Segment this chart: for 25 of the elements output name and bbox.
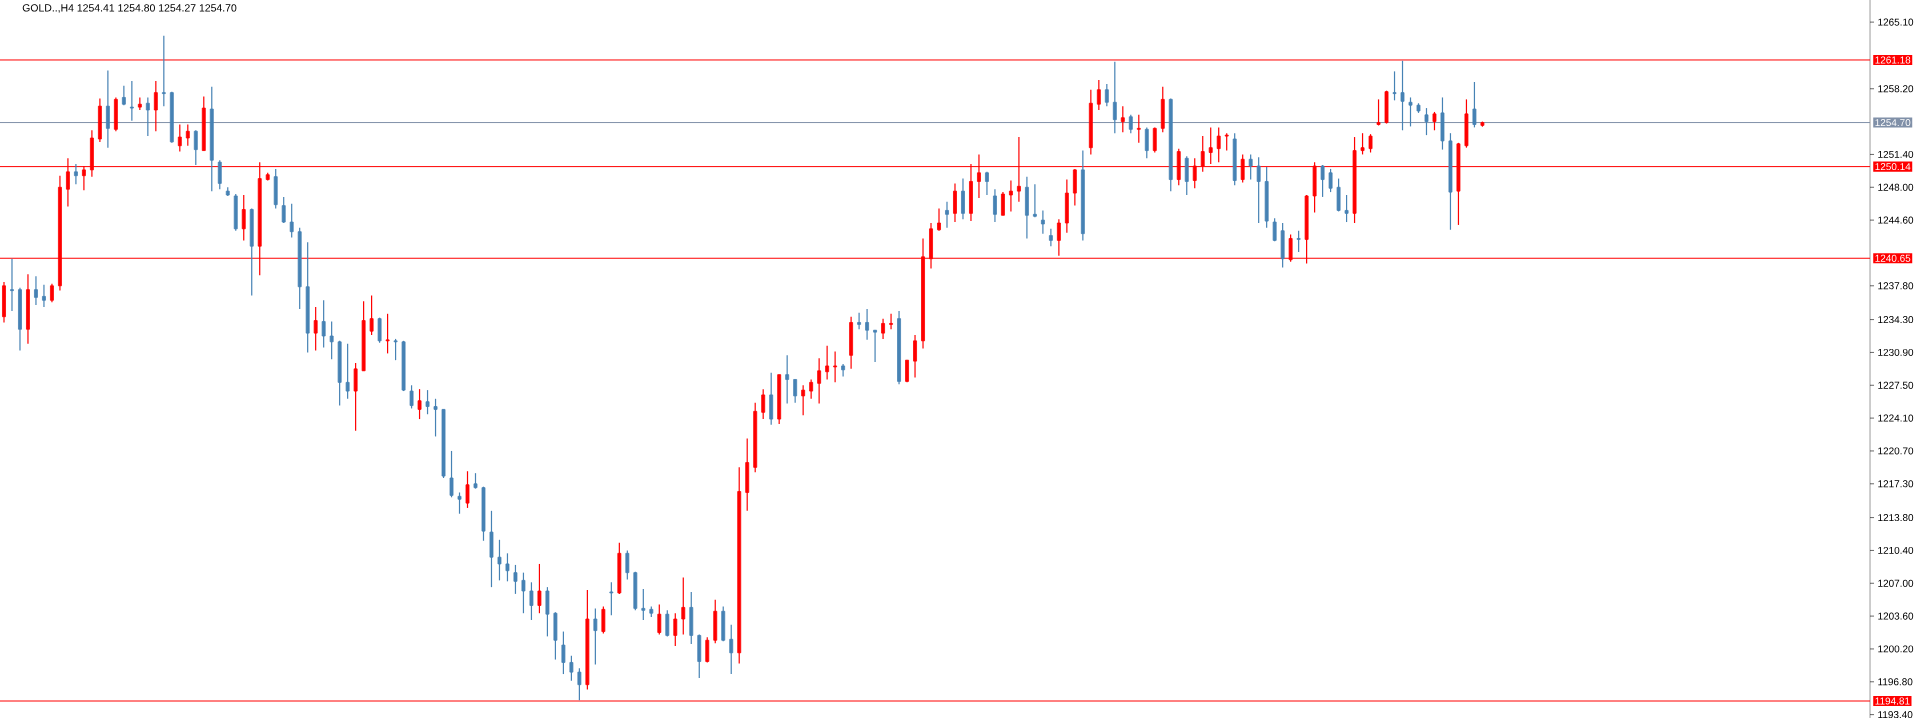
chart-title: GOLD..,H4 1254.41 1254.80 1254.27 1254.70 bbox=[22, 4, 237, 13]
y-tick-label: 1248.00 bbox=[1878, 183, 1914, 191]
y-tick-label: 1200.20 bbox=[1878, 645, 1914, 653]
y-tick-label: 1237.80 bbox=[1878, 282, 1914, 290]
ref-line-label: 1261.18 bbox=[1875, 56, 1911, 64]
y-tick-label: 1244.60 bbox=[1878, 216, 1914, 224]
ref-line-label: 1250.14 bbox=[1875, 163, 1911, 171]
ref-line-label: 1254.70 bbox=[1875, 119, 1911, 127]
y-tick-label: 1207.00 bbox=[1878, 579, 1914, 587]
y-tick-label: 1203.60 bbox=[1878, 612, 1914, 620]
y-tick-label: 1196.80 bbox=[1878, 678, 1913, 686]
y-tick-label: 1251.40 bbox=[1878, 150, 1914, 158]
y-tick-label: 1230.90 bbox=[1878, 348, 1914, 356]
y-tick-label: 1210.40 bbox=[1878, 546, 1914, 554]
ref-line-label: 1194.81 bbox=[1875, 697, 1910, 705]
y-tick-label: 1220.70 bbox=[1878, 447, 1914, 455]
y-tick-label: 1193.40 bbox=[1878, 711, 1913, 718]
y-tick-label: 1227.50 bbox=[1878, 381, 1914, 389]
y-tick-label: 1265.10 bbox=[1878, 18, 1914, 26]
y-tick-label: 1234.30 bbox=[1878, 316, 1914, 324]
y-tick-label: 1213.80 bbox=[1878, 514, 1914, 522]
y-tick-label: 1217.30 bbox=[1878, 480, 1914, 488]
y-tick-label: 1258.20 bbox=[1878, 85, 1914, 93]
y-tick-label: 1224.10 bbox=[1878, 414, 1914, 422]
ref-line-label: 1240.65 bbox=[1875, 254, 1911, 262]
